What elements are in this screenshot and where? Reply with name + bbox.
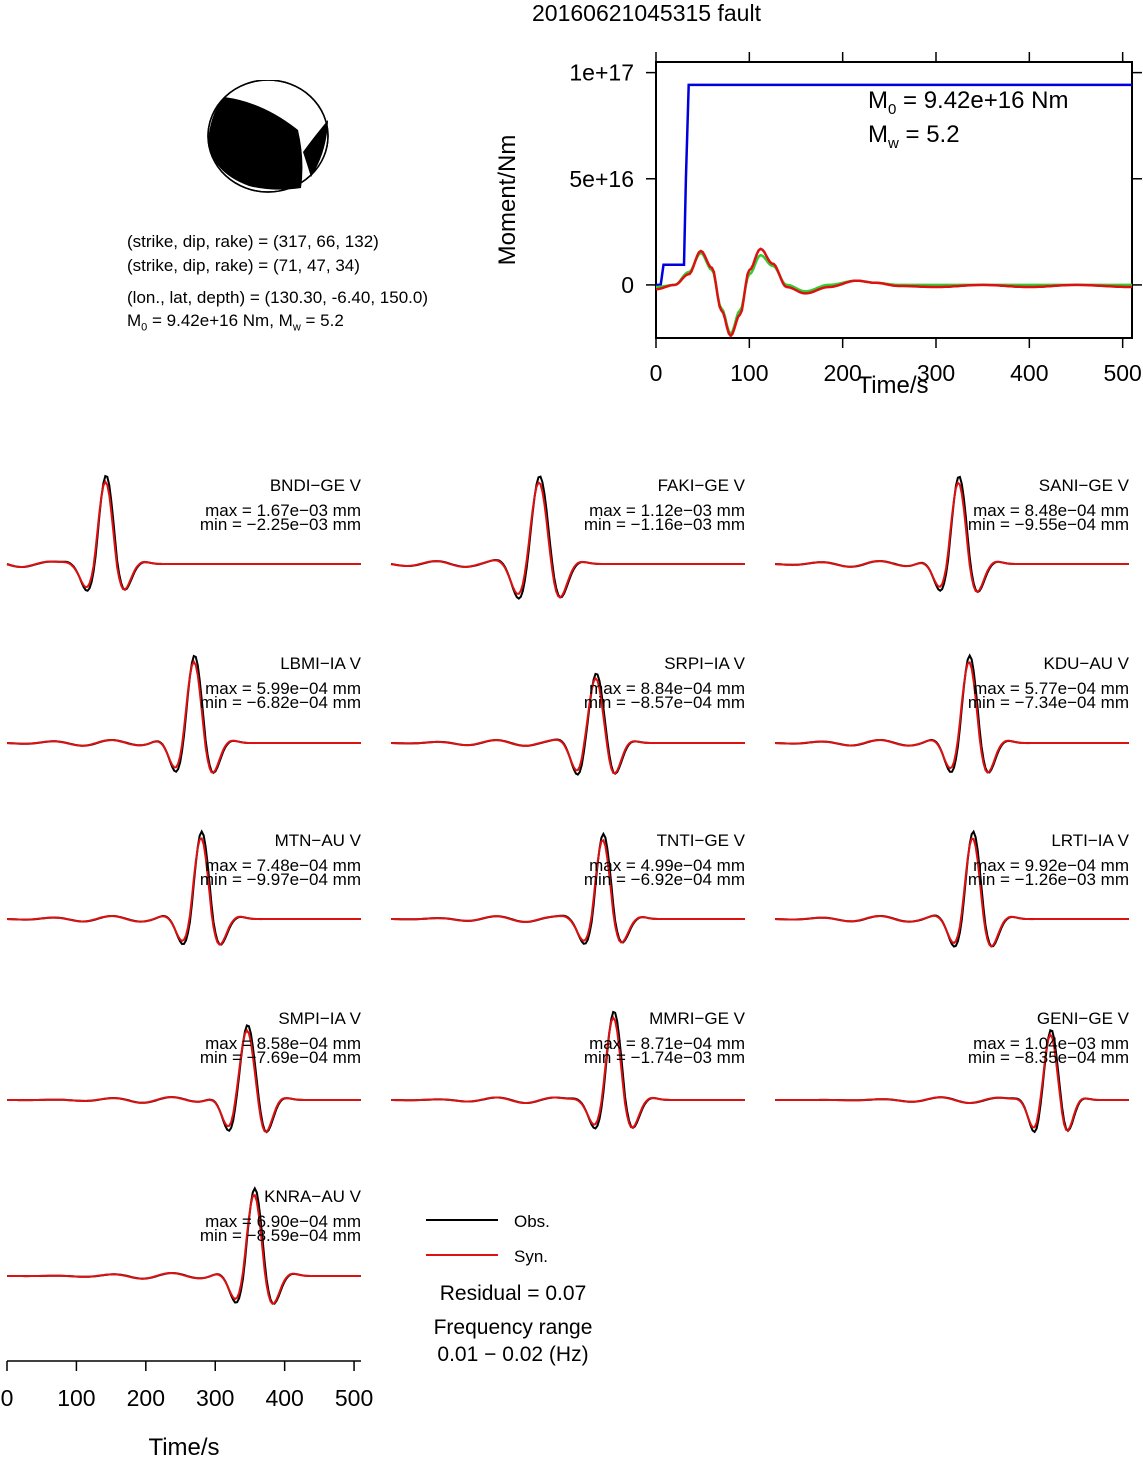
- synthetic-trace: [7, 659, 361, 774]
- station-max: max = 4.99e−04 mm: [589, 856, 745, 875]
- synthetic-trace: [6, 479, 361, 591]
- synthetic-trace: [391, 1015, 745, 1129]
- station-max: max = 1.67e−03 mm: [205, 501, 361, 520]
- moment-ytick-label: 1e+17: [569, 60, 634, 86]
- beachball-icon: [207, 80, 329, 193]
- station-name: KDU−AU V: [1043, 654, 1130, 673]
- moment-rate-green-line: [656, 251, 1132, 336]
- frequency-range-label: Frequency range: [434, 1316, 593, 1339]
- synthetic-trace: [7, 1028, 361, 1133]
- synthetic-trace: [390, 480, 745, 599]
- station-min: min = −2.25e−03 mm: [199, 515, 361, 534]
- station-name: GENI−GE V: [1036, 1009, 1129, 1028]
- station-min: min = −8.57e−04 mm: [583, 693, 745, 712]
- station-max: max = 8.71e−04 mm: [589, 1034, 745, 1053]
- station-name: KNRA−AU V: [264, 1187, 361, 1206]
- wave-xtick-label: 500: [335, 1385, 373, 1411]
- station-max: max = 9.92e−04 mm: [973, 856, 1129, 875]
- moment-xlabel: Time/s: [857, 372, 928, 399]
- synthetic-trace: [775, 1032, 1129, 1132]
- synthetic-trace: [774, 837, 1129, 948]
- moment-xtick-label: 200: [823, 360, 861, 386]
- station-max: max = 7.48e−04 mm: [205, 856, 361, 875]
- station-min: min = −9.97e−04 mm: [199, 870, 361, 889]
- wave-xtick-label: 0: [1, 1385, 14, 1411]
- wave-xtick-label: 400: [265, 1385, 303, 1411]
- synthetic-trace: [774, 660, 1129, 774]
- station-name: LRTI−IA V: [1051, 831, 1129, 850]
- station-max: max = 1.04e−03 mm: [973, 1034, 1129, 1053]
- moment-ytick-label: 0: [621, 272, 634, 298]
- nodal-plane-1: (strike, dip, rake) = (317, 66, 132): [127, 232, 379, 251]
- station-max: max = 1.12e−03 mm: [589, 501, 745, 520]
- wave-xlabel: Time/s: [148, 1434, 219, 1458]
- frequency-range-value: 0.01 − 0.02 (Hz): [437, 1343, 588, 1366]
- station-name: MMRI−GE V: [649, 1009, 745, 1028]
- station-max: max = 5.99e−04 mm: [205, 679, 361, 698]
- station-name: SANI−GE V: [1038, 476, 1129, 495]
- waveform-panels: 0 100 200 300 400 500 Time/s Obs. Syn. Residu…: [1, 474, 1129, 1458]
- station-name: SRPI−IA V: [664, 654, 745, 673]
- synthetic-trace: [391, 838, 745, 944]
- residual-label: Residual = 0.07: [440, 1282, 587, 1305]
- station-min: min = −6.92e−04 mm: [583, 870, 745, 889]
- station-name: MTN−AU V: [274, 831, 361, 850]
- observed-trace: [774, 653, 1129, 774]
- observed-trace: [6, 654, 361, 775]
- station-max: max = 6.90e−04 mm: [205, 1212, 361, 1231]
- moment-ytick-label: 5e+16: [569, 166, 634, 192]
- moment-rate-chart: 0 5e+16 1e+17 0 100 200 300 400 500 Moment/Nm Ti…: [495, 52, 1142, 399]
- mw-annotation: Mw = 5.2: [868, 121, 960, 152]
- moment-summary: M0 = 9.42e+16 Nm, Mw = 5.2: [127, 311, 344, 334]
- station-min: min = −1.74e−03 mm: [583, 1048, 745, 1067]
- station-min: min = −7.69e−04 mm: [199, 1048, 361, 1067]
- observed-trace: [391, 1010, 745, 1130]
- nodal-plane-2: (strike, dip, rake) = (71, 47, 34): [127, 256, 360, 275]
- synthetic-trace: [6, 836, 361, 946]
- station-name: TNTI−GE V: [656, 831, 745, 850]
- station-name: LBMI−IA V: [280, 654, 361, 673]
- station-min: min = −6.82e−04 mm: [199, 693, 361, 712]
- legend-obs-label: Obs.: [514, 1212, 550, 1231]
- moment-ylabel: Moment/Nm: [495, 135, 521, 266]
- station-min: min = −1.16e−03 mm: [583, 515, 745, 534]
- station-min: min = −9.55e−04 mm: [967, 515, 1129, 534]
- station-max: max = 5.77e−04 mm: [973, 679, 1129, 698]
- station-min: min = −7.34e−04 mm: [967, 693, 1129, 712]
- cumulative-moment-line: [656, 83, 1132, 287]
- page-title: 20160621045315 fault: [532, 0, 761, 26]
- synthetic-trace: [774, 480, 1129, 594]
- synthetic-trace: [7, 1193, 361, 1306]
- wave-xtick-label: 100: [57, 1385, 95, 1411]
- moment-xtick-label: 400: [1010, 360, 1048, 386]
- moment-rate-red-line: [655, 247, 1132, 338]
- station-name: SMPI−IA V: [278, 1009, 361, 1028]
- station-max: max = 8.84e−04 mm: [589, 679, 745, 698]
- station-min: min = −1.26e−03 mm: [967, 870, 1129, 889]
- wave-xtick-label: 300: [196, 1385, 234, 1411]
- m0-annotation: M0 = 9.42e+16 Nm: [868, 87, 1068, 118]
- synthetic-trace: [390, 676, 745, 775]
- station-name: BNDI−GE V: [269, 476, 361, 495]
- station-name: FAKI−GE V: [657, 476, 745, 495]
- station-min: min = −8.35e−04 mm: [967, 1048, 1129, 1067]
- station-max: max = 8.58e−04 mm: [205, 1034, 361, 1053]
- moment-xtick-label: 300: [917, 360, 955, 386]
- moment-plot-frame: [655, 61, 1133, 339]
- wave-xtick-label: 200: [127, 1385, 165, 1411]
- moment-xtick-label: 0: [650, 360, 663, 386]
- hypocenter-location: (lon., lat, depth) = (130.30, -6.40, 150…: [127, 288, 428, 307]
- legend-syn-label: Syn.: [514, 1247, 548, 1266]
- station-min: min = −8.59e−04 mm: [199, 1226, 361, 1245]
- moment-xtick-label: 500: [1103, 360, 1141, 386]
- moment-xtick-label: 100: [730, 360, 768, 386]
- station-max: max = 8.48e−04 mm: [973, 501, 1129, 520]
